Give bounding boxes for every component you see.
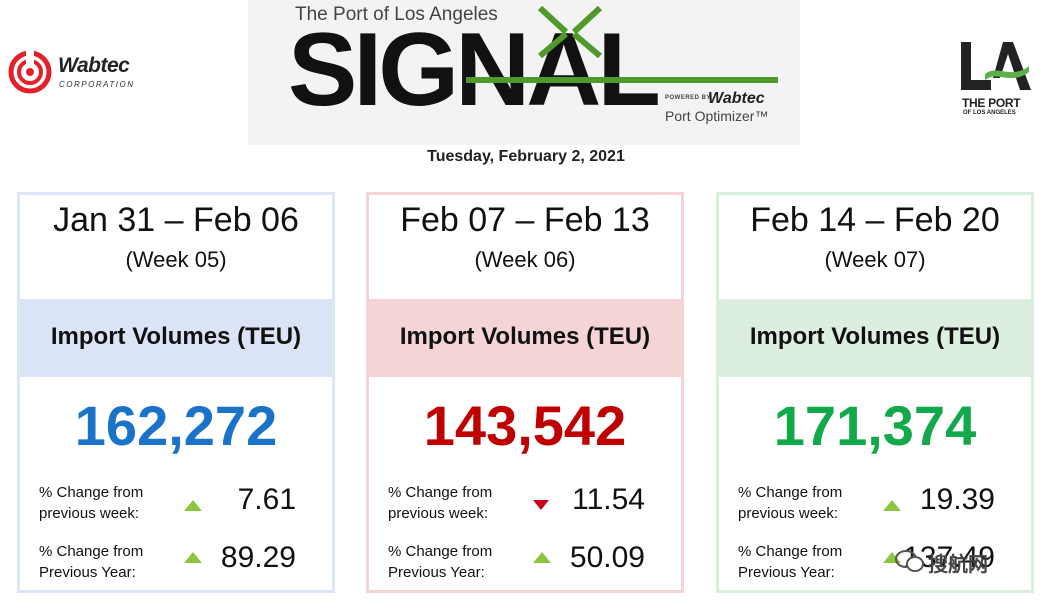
- metric-band: Import Volumes (TEU): [719, 299, 1031, 377]
- year-change-label: % Change from Previous Year:: [738, 543, 843, 581]
- week-change-value: 11.54: [572, 483, 645, 516]
- import-volume-value: 162,272: [74, 394, 278, 457]
- week-change-value: 7.61: [237, 483, 296, 516]
- up-arrow-icon: [883, 552, 901, 563]
- wabtec-corporation: CORPORATION: [59, 80, 135, 89]
- signal-banner: The Port of Los Angeles SIGNAL POWERED B…: [248, 0, 800, 145]
- year-change-label: % Change from Previous Year:: [39, 543, 144, 581]
- year-change-value: 89.29: [220, 541, 296, 574]
- wabtec-logo: Wabtec CORPORATION: [6, 46, 156, 96]
- up-arrow-icon: [184, 552, 202, 563]
- la-logo-line1: THE PORT: [962, 96, 1021, 110]
- banner-title: SIGNAL: [288, 12, 661, 128]
- metric-label: Import Volumes (TEU): [399, 323, 651, 350]
- import-volume-value: 143,542: [423, 394, 627, 457]
- metric-label: Import Volumes (TEU): [749, 323, 1001, 350]
- week-change-label: % Change from previous week:: [388, 484, 493, 522]
- powered-brand: Wabtec: [708, 90, 765, 107]
- up-arrow-icon: [533, 552, 551, 563]
- watermark: 搜航网: [928, 554, 988, 576]
- la-logo-icon: [961, 42, 1031, 90]
- product-name: Port Optimizer™: [665, 108, 769, 124]
- powered-by-label: POWERED BY: [665, 95, 712, 101]
- import-volume-value: 171,374: [773, 394, 977, 457]
- metric-band: Import Volumes (TEU): [369, 299, 681, 377]
- la-logo-line2: OF LOS ANGELES: [963, 110, 1016, 116]
- week-card-06: Feb 07 – Feb 13 (Week 06) Import Volumes…: [366, 192, 684, 593]
- chat-bubble-icon: [895, 550, 924, 572]
- week-card-05: Jan 31 – Feb 06 (Week 05) Import Volumes…: [17, 192, 335, 593]
- port-of-la-logo: THE PORT OF LOS ANGELES: [955, 40, 1035, 120]
- year-change-label: % Change from Previous Year:: [388, 543, 493, 581]
- week-range: Jan 31 – Feb 06: [53, 201, 299, 239]
- year-change-value: 50.09: [569, 541, 645, 574]
- banner-subtitle: The Port of Los Angeles: [295, 4, 498, 25]
- metric-band: Import Volumes (TEU): [20, 299, 332, 377]
- week-number: (Week 06): [474, 247, 576, 272]
- week-change-label: % Change from previous week:: [738, 484, 843, 522]
- week-range: Feb 14 – Feb 20: [750, 201, 1000, 239]
- wabtec-mark-icon: [8, 50, 52, 94]
- up-arrow-icon: [883, 500, 901, 511]
- week-range: Feb 07 – Feb 13: [400, 201, 650, 239]
- week-number: (Week 07): [824, 247, 926, 272]
- metric-label: Import Volumes (TEU): [50, 323, 302, 350]
- report-date: Tuesday, February 2, 2021: [427, 148, 625, 165]
- week-change-label: % Change from previous week:: [39, 484, 144, 522]
- wabtec-name: Wabtec: [58, 54, 130, 77]
- signal-arrows-icon: [466, 5, 778, 83]
- week-number: (Week 05): [125, 247, 227, 272]
- up-arrow-icon: [184, 500, 202, 511]
- down-arrow-icon: [533, 500, 549, 510]
- week-card-07: Feb 14 – Feb 20 (Week 07) Import Volumes…: [716, 192, 1034, 593]
- week-change-value: 19.39: [919, 483, 995, 516]
